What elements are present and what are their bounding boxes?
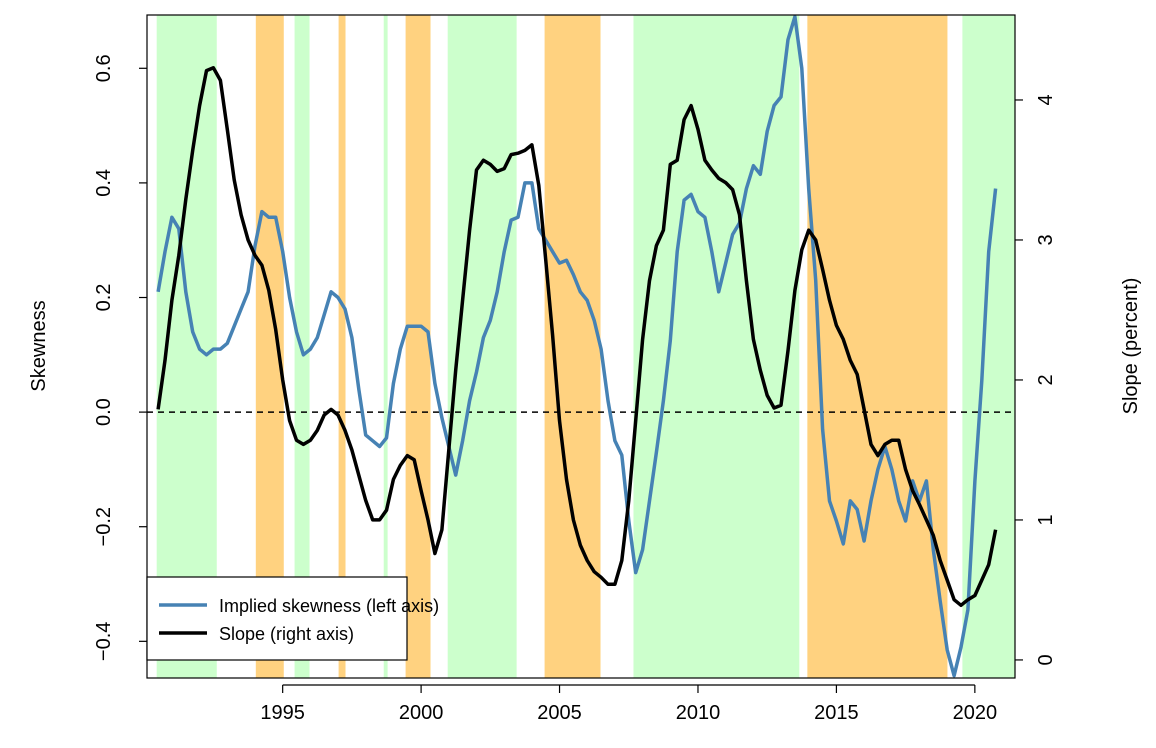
x-tick-label: 2015 [814,702,859,724]
y-axis-title: Skewness [28,300,50,391]
data-line [156,66,998,608]
legend-label: Implied skewness (left axis) [219,596,439,616]
legend-label: Slope (right axis) [219,624,354,644]
y-tick-label: 0.2 [93,284,115,312]
shaded-region [405,15,431,678]
x-tick-label: 2010 [676,702,721,724]
shaded-region [383,15,388,678]
y2-axis-title: Slope (percent) [1120,278,1142,415]
y2-tick-label: 4 [1035,94,1057,105]
x-tick-label: 2000 [399,702,444,724]
y-tick-label: 0.0 [93,398,115,426]
y-tick-label: 0.4 [93,169,115,197]
plot-border [146,14,1016,679]
legend-box [146,576,408,661]
shaded-region [807,15,948,678]
y2-tick-label: 0 [1035,654,1057,665]
y2-tick-label: 3 [1035,234,1057,245]
y2-tick-label: 2 [1035,374,1057,385]
x-tick-label: 2020 [953,702,998,724]
plot-area [147,15,1015,678]
data-line [156,15,998,678]
y-tick-label: 0.6 [93,54,115,82]
y2-tick-label: 1 [1035,514,1057,525]
y-tick-label: −0.4 [93,622,115,661]
shaded-region [633,15,800,678]
y-tick-label: −0.2 [93,507,115,546]
x-tick-label: 2005 [537,702,582,724]
shaded-region [338,15,346,678]
x-tick-label: 1995 [260,702,305,724]
legend: Implied skewness (left axis) Slope (right… [146,576,439,661]
